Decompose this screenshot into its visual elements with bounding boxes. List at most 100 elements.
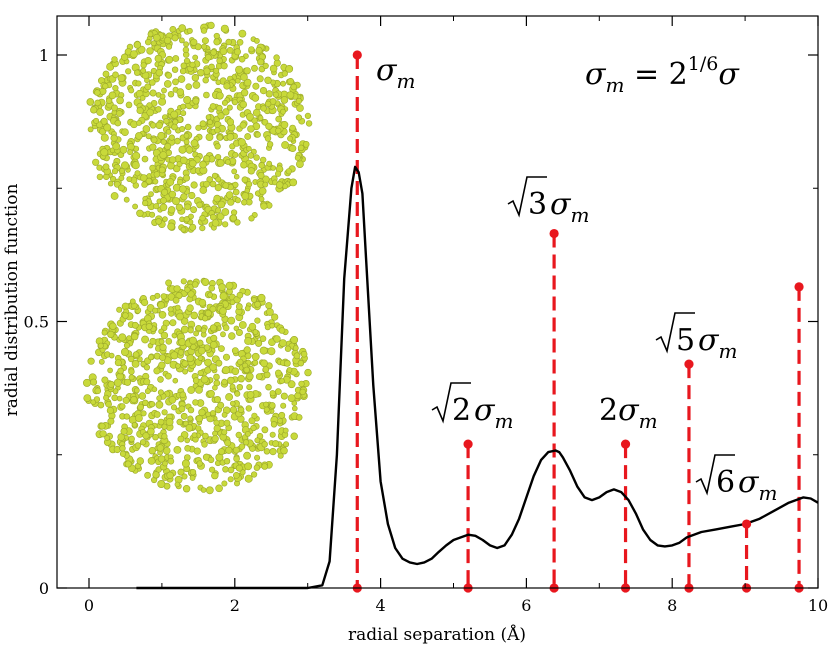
atom bbox=[158, 361, 166, 369]
atom bbox=[164, 80, 172, 88]
atom bbox=[189, 475, 196, 481]
atom bbox=[133, 387, 140, 394]
atom bbox=[300, 350, 308, 358]
atom bbox=[102, 70, 110, 78]
atom bbox=[190, 181, 198, 189]
atom bbox=[157, 301, 165, 309]
atom bbox=[237, 358, 244, 366]
atom bbox=[221, 208, 230, 216]
atom bbox=[210, 410, 217, 417]
atom bbox=[150, 136, 158, 144]
atom bbox=[280, 392, 288, 400]
marker-top-dot bbox=[549, 228, 559, 239]
atom bbox=[295, 114, 303, 121]
atom bbox=[209, 466, 216, 473]
atom bbox=[223, 419, 231, 427]
atom bbox=[192, 81, 201, 89]
atom bbox=[100, 148, 109, 157]
marker-top-dot bbox=[620, 439, 631, 449]
atom bbox=[200, 27, 208, 34]
atom bbox=[111, 56, 118, 63]
atom bbox=[137, 45, 146, 54]
svg-text:σm = 21/6σ: σm = 21/6σ bbox=[585, 53, 740, 97]
atom bbox=[125, 68, 132, 75]
atom bbox=[254, 317, 261, 324]
atom bbox=[109, 175, 117, 183]
atom bbox=[269, 64, 278, 73]
atom bbox=[247, 167, 255, 175]
atom bbox=[280, 121, 289, 129]
atom bbox=[131, 332, 139, 341]
atom bbox=[281, 141, 289, 149]
atom bbox=[211, 471, 219, 480]
atom bbox=[117, 433, 125, 441]
atom bbox=[140, 174, 148, 182]
atom bbox=[203, 344, 211, 351]
atom bbox=[149, 122, 157, 129]
atom bbox=[125, 101, 133, 109]
atom bbox=[231, 209, 238, 216]
atom bbox=[254, 131, 261, 138]
atom bbox=[274, 369, 282, 377]
atom bbox=[192, 54, 199, 61]
atom bbox=[168, 190, 177, 199]
atom bbox=[296, 104, 304, 112]
atom bbox=[98, 358, 105, 365]
atom bbox=[292, 345, 299, 351]
atom bbox=[191, 281, 199, 288]
atom bbox=[271, 313, 279, 321]
marker-top-dot bbox=[741, 519, 752, 529]
atom bbox=[275, 127, 282, 134]
atom bbox=[190, 311, 198, 320]
atom bbox=[214, 127, 221, 134]
atom bbox=[171, 66, 179, 73]
atom bbox=[123, 378, 132, 386]
x-tick-label: 8 bbox=[667, 596, 677, 615]
atom bbox=[215, 207, 222, 214]
marker-top-dot bbox=[684, 359, 694, 369]
atom bbox=[142, 399, 149, 406]
atom bbox=[240, 161, 248, 169]
atom bbox=[179, 391, 187, 399]
atom bbox=[86, 98, 95, 106]
atom bbox=[174, 137, 181, 145]
atom bbox=[226, 104, 233, 111]
atom bbox=[157, 131, 166, 140]
atom bbox=[251, 64, 258, 72]
atom bbox=[137, 403, 144, 411]
atom bbox=[216, 57, 223, 64]
atom bbox=[183, 41, 189, 48]
atom bbox=[157, 389, 164, 396]
atom bbox=[99, 430, 107, 438]
atom bbox=[228, 332, 236, 340]
atom bbox=[167, 222, 176, 231]
atom bbox=[105, 97, 113, 104]
atom bbox=[119, 450, 127, 457]
atom bbox=[128, 368, 135, 375]
atom bbox=[100, 117, 108, 125]
atom bbox=[216, 104, 223, 112]
atom bbox=[244, 133, 252, 140]
atom bbox=[180, 325, 189, 334]
atom bbox=[161, 87, 167, 94]
atom bbox=[199, 160, 207, 169]
atom bbox=[248, 46, 255, 53]
atom bbox=[207, 389, 215, 398]
atom bbox=[265, 90, 273, 98]
atom bbox=[209, 305, 217, 313]
atom bbox=[159, 354, 166, 361]
x-tick-label: 2 bbox=[230, 596, 240, 615]
atom bbox=[123, 413, 130, 420]
atom bbox=[235, 65, 244, 74]
atom bbox=[164, 372, 172, 380]
atom bbox=[129, 50, 138, 58]
atom bbox=[171, 34, 179, 42]
atom bbox=[304, 368, 312, 377]
atom bbox=[174, 304, 181, 311]
atom bbox=[143, 364, 150, 371]
atom bbox=[141, 335, 149, 344]
atom bbox=[213, 38, 221, 46]
atom bbox=[232, 188, 240, 196]
atom bbox=[156, 395, 163, 402]
atom bbox=[231, 367, 240, 376]
